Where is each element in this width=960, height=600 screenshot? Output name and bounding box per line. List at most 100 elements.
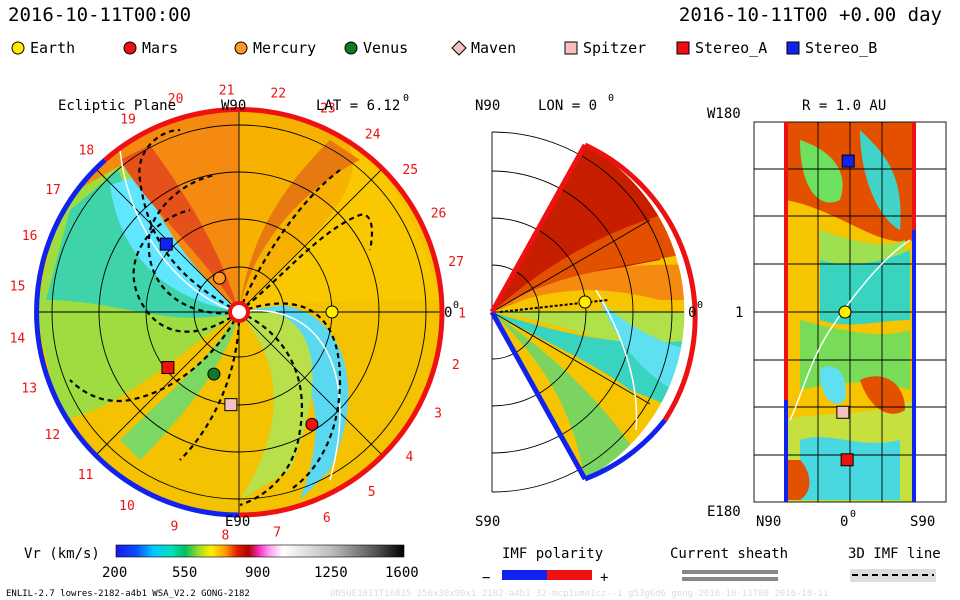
radial-marker-stereo_b: [841, 154, 855, 168]
sector-boundaries: [119, 149, 341, 481]
radial-marker-stereo_a: [840, 453, 854, 467]
carrington-tick-label: 2: [452, 358, 460, 373]
carrington-tick-label: 19: [120, 113, 136, 128]
ecliptic-marker-venus: [207, 367, 221, 381]
circle-marker-shape: [123, 41, 137, 55]
meridional-right-label: 0: [688, 305, 696, 321]
meridional-bottom-label: S90: [475, 514, 500, 530]
legend-item-label: Mercury: [253, 39, 317, 57]
carrington-tick-label: 1: [458, 307, 466, 322]
carrington-tick-label: 10: [119, 499, 135, 514]
carrington-tick-label: 16: [22, 229, 38, 244]
ecliptic-objects: [159, 237, 339, 431]
ecliptic-right-degree: 0: [453, 300, 459, 311]
diamond-marker-icon: [451, 40, 467, 56]
legend-item-mercury: Mercury: [233, 36, 316, 60]
legend-item-label: Venus: [363, 39, 409, 57]
ecliptic-polarity-positive: [103, 107, 445, 518]
imf-field-lines: [69, 128, 374, 507]
meridional-speed-map: [492, 145, 685, 479]
carrington-tick-label: 5: [368, 485, 376, 500]
radial-bottom-label-north: N90: [756, 514, 781, 530]
colorbar-tick-1600: 1600: [385, 565, 419, 581]
ecliptic-polarity-negative: [34, 158, 240, 518]
imf-polarity-minus: −: [482, 570, 490, 586]
carrington-tick-label: 6: [323, 511, 331, 526]
radial-bottom-label-south: S90: [910, 514, 935, 530]
imf-line-label: 3D IMF line: [848, 546, 941, 562]
carrington-tick-label: 20: [168, 92, 184, 107]
carrington-tick-label: 26: [431, 206, 447, 221]
diamond-marker-shape: [451, 40, 467, 56]
radial-marker-earth: [838, 305, 852, 319]
meridional-sector-boundary: [595, 289, 638, 431]
radial-mid-left-label: 1: [735, 305, 743, 321]
colorbar-tick-550: 550: [172, 565, 197, 581]
meridional-panel: N90 LON = 0 0 S90 0 0: [475, 93, 703, 530]
carrington-tick-label: 7: [273, 526, 281, 541]
datetime-right: 2016-10-11T00 +0.00 day: [678, 4, 942, 26]
ecliptic-marker-mercury: [212, 271, 226, 285]
circle-marker-shape: [344, 41, 358, 55]
carrington-tick-label: 24: [365, 127, 381, 142]
carrington-tick-label: 21: [219, 83, 235, 98]
circle-marker-icon: [11, 41, 25, 55]
square-marker-shape: [564, 41, 578, 55]
current-sheath-label: Current sheath: [670, 546, 788, 562]
carrington-tick-label: 25: [402, 163, 418, 178]
meridional-objects: [578, 295, 592, 309]
current-sheath-swatch-top: [682, 570, 778, 574]
legend-item-spitzer: Spitzer: [563, 36, 646, 60]
radial-r-label: R = 1.0 AU: [802, 98, 886, 114]
carrington-tick-label: 12: [45, 428, 61, 443]
ecliptic-marker-spitzer: [224, 398, 238, 412]
ecliptic-title: Ecliptic Plane: [58, 98, 176, 114]
imf-line-key: 3D IMF line: [848, 546, 941, 582]
circle-marker-icon: [234, 41, 248, 55]
carrington-tick-label: 23: [320, 101, 336, 116]
ecliptic-lat-label: LAT = 6.12: [316, 98, 400, 114]
meridional-polarity-positive: [583, 142, 698, 422]
meridional-top-label: N90: [475, 98, 500, 114]
carrington-tick-label: 14: [10, 331, 26, 346]
carrington-tick-label: 27: [448, 255, 464, 270]
carrington-tick-label: 22: [270, 86, 286, 101]
square-marker-icon: [676, 41, 690, 55]
radial-bottom-degree: 0: [850, 509, 856, 520]
current-sheath-swatch-bottom: [682, 577, 778, 581]
circle-marker-shape: [11, 41, 25, 55]
legend-item-label: Maven: [471, 39, 517, 57]
radial-top-left-label: W180: [707, 106, 741, 122]
meridional-right-degree: 0: [697, 300, 703, 311]
sun-marker: [228, 301, 250, 323]
legend-item-label: Mars: [142, 39, 179, 57]
ecliptic-marker-stereo_b: [159, 237, 173, 251]
meridional-polarity-negative: [489, 310, 588, 481]
legend-item-label: Stereo_A: [695, 39, 768, 57]
radial-bottom-label-equator: 0: [840, 514, 848, 530]
imf-polarity-label: IMF polarity: [502, 546, 603, 562]
circle-marker-icon: [123, 41, 137, 55]
carrington-tick-label: 9: [171, 519, 179, 534]
legend-item-label: Spitzer: [583, 39, 647, 57]
imf-polarity-plus: +: [600, 570, 608, 586]
radial-surface-panel: R = 1.0 AU W180 1 E180 N90 0 0 S90: [707, 98, 947, 530]
colorbar: Vr (km/s) 200 550 900 1250 1600: [24, 544, 419, 581]
legend-item-earth: Earth: [10, 36, 75, 60]
legend-item-venus: Venus: [343, 36, 408, 60]
imf-polarity-key: IMF polarity − +: [482, 546, 608, 586]
imf-polarity-positive-swatch: [547, 570, 592, 580]
ecliptic-bottom-label: E90: [225, 514, 250, 530]
legend-item-stereo_a: Stereo_A: [675, 36, 767, 60]
footer-run-id: UNSUE1011T16835 256x30x90x1 2182-a4b1 32…: [330, 589, 829, 599]
carrington-tick-label: 4: [406, 450, 414, 465]
imf-polarity-negative-swatch: [502, 570, 547, 580]
radial-marker-spitzer: [836, 405, 850, 419]
ecliptic-lat-degree: 0: [403, 93, 409, 104]
carrington-tick-label: 15: [10, 280, 26, 295]
meridional-lon-degree: 0: [608, 93, 614, 104]
